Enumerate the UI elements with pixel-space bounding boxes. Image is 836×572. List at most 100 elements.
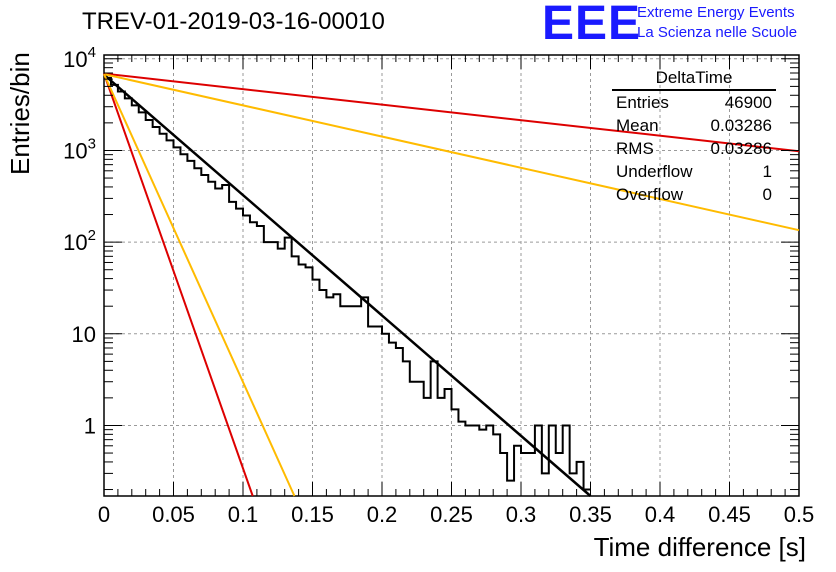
- stats-label: Underflow: [616, 162, 693, 181]
- logo-text: Extreme Energy Events La Scienza nelle S…: [637, 3, 797, 43]
- x-tick-label: 0.4: [645, 502, 676, 527]
- histogram-bin: [403, 361, 410, 496]
- histogram-bin: [319, 290, 326, 496]
- histogram-bin: [542, 473, 549, 496]
- histogram-bin: [479, 430, 486, 496]
- stats-label: Overflow: [616, 185, 684, 204]
- histogram-steps: [104, 76, 591, 491]
- histogram-bin: [556, 453, 563, 496]
- histogram-bin: [417, 382, 424, 496]
- x-tick-label: 0.3: [506, 502, 537, 527]
- y-tick-label: 102: [63, 227, 96, 255]
- histogram-bin: [201, 175, 208, 496]
- histogram-bin: [493, 434, 500, 496]
- histogram-bin: [180, 154, 187, 496]
- histogram-bin: [577, 462, 584, 496]
- y-tick-label: 104: [63, 44, 96, 72]
- x-tick-label: 0.15: [291, 502, 334, 527]
- stats-row: Entries 46900: [612, 91, 776, 114]
- histogram-bin: [375, 327, 382, 496]
- x-tick-label: 0.1: [228, 502, 259, 527]
- x-tick-label: 0.2: [367, 502, 398, 527]
- stats-row: Mean 0.03286: [612, 114, 776, 137]
- histogram-bin: [445, 389, 452, 496]
- histogram-bin: [250, 222, 257, 496]
- histogram-bin: [285, 238, 292, 496]
- histogram-bin: [139, 112, 146, 496]
- histogram-bin: [486, 425, 493, 496]
- histogram-bin: [535, 425, 542, 496]
- histogram-bin: [410, 382, 417, 496]
- histogram-bin: [167, 140, 174, 496]
- stats-value: 0.03286: [710, 116, 772, 135]
- histogram-bin: [514, 446, 521, 496]
- histogram-bin: [438, 398, 445, 496]
- histogram-bin: [243, 216, 250, 496]
- x-tick-label: 0.5: [784, 502, 815, 527]
- fit-line: [103, 73, 296, 497]
- fit-lines: [103, 72, 800, 497]
- histogram-bin: [347, 306, 354, 496]
- histogram-bin: [278, 249, 285, 496]
- stats-label: RMS: [616, 139, 654, 158]
- histogram-bin: [382, 334, 389, 496]
- stats-value: 1: [762, 162, 772, 181]
- stats-value: 0: [762, 185, 772, 204]
- histogram-bin: [333, 294, 340, 496]
- histogram-bin: [431, 361, 438, 496]
- histogram-bin: [160, 134, 167, 496]
- histogram-bin: [229, 202, 236, 496]
- histogram-bin: [507, 481, 514, 496]
- histogram-bin: [521, 453, 528, 496]
- histogram-bin: [299, 265, 306, 496]
- histogram-bin: [396, 348, 403, 496]
- stats-value: 46900: [724, 93, 772, 112]
- histogram-bin: [368, 327, 375, 496]
- x-tick-label: 0.35: [569, 502, 612, 527]
- plot-title: TREV-01-2019-03-16-00010: [82, 8, 385, 35]
- stats-title: DeltaTime: [612, 68, 776, 91]
- stats-row: Overflow 0: [612, 183, 776, 206]
- histogram-bin: [458, 422, 465, 496]
- histogram-bin: [125, 98, 132, 496]
- histogram-bin: [118, 91, 125, 496]
- histogram-bin: [174, 147, 181, 496]
- histogram-bin: [500, 453, 507, 496]
- y-tick-label: 10: [72, 322, 96, 347]
- stats-label: Mean: [616, 116, 659, 135]
- histogram-bin: [465, 425, 472, 496]
- logo-line-2: La Scienza nelle Scuole: [637, 24, 798, 41]
- histogram: [104, 76, 591, 496]
- logo-line-1: Extreme Energy Events: [637, 4, 795, 21]
- y-tick-label: 103: [63, 135, 96, 163]
- y-axis-label: Entries/bin: [5, 52, 35, 175]
- histogram-bin: [528, 453, 535, 496]
- fit-line: [103, 73, 800, 232]
- fit-line: [103, 73, 254, 497]
- histogram-bin: [313, 280, 320, 496]
- stats-row: Underflow 1: [612, 160, 776, 183]
- histogram-bin: [354, 306, 361, 496]
- histogram-bin: [452, 409, 459, 496]
- x-tick-label: 0: [98, 502, 110, 527]
- histogram-bin: [340, 306, 347, 496]
- histogram-bin: [326, 297, 333, 496]
- fit-line: [103, 73, 592, 497]
- stats-row: RMS 0.03286: [612, 137, 776, 160]
- x-tick-label: 0.45: [708, 502, 751, 527]
- histogram-bin: [257, 226, 264, 496]
- stats-label: Entries: [616, 93, 669, 112]
- histogram-bin: [389, 343, 396, 496]
- histogram-bin: [104, 78, 111, 496]
- axes: 0 0.05 0.1 0.15 0.2 0.25 0.3 0.35 0.4 0.45 0.51101…: [63, 44, 814, 527]
- histogram-bin: [472, 425, 479, 496]
- histogram-bin: [306, 267, 313, 496]
- histogram-bin: [563, 425, 570, 496]
- histogram-bin: [361, 297, 368, 496]
- x-axis-label: Time difference [s]: [593, 532, 806, 562]
- fit-line: [103, 72, 800, 153]
- histogram-bin: [208, 182, 215, 496]
- histogram-bin: [424, 398, 431, 496]
- stats-value: 0.03286: [710, 139, 772, 158]
- x-tick-label: 0.05: [152, 502, 195, 527]
